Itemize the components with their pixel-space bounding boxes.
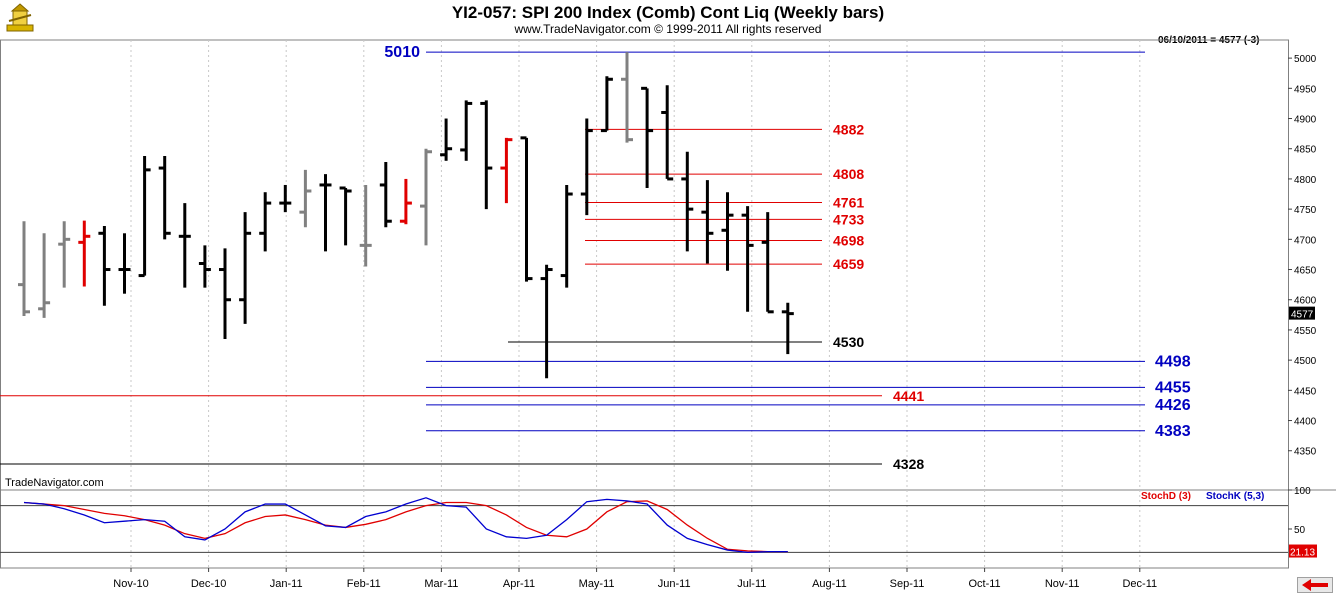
scroll-back-arrow-icon[interactable] [1297,577,1333,593]
x-tick-label: Feb-11 [347,578,381,590]
stoch-y-tick-label: 100 [1294,486,1311,497]
last-price-box [1289,306,1315,320]
legend-stochd: StochD (3) [1141,491,1191,502]
level-label-4659: 4659 [833,256,864,272]
level-label-4761: 4761 [833,194,864,210]
y-tick-label: 4650 [1294,266,1317,277]
y-tick-label: 4800 [1294,175,1317,186]
plot-frame [0,39,1289,569]
trade-navigator-logo-icon[interactable] [4,3,36,35]
x-tick-label: Jan-11 [270,578,303,590]
stoch-series-line [23,497,788,554]
y-tick-label: 5000 [1294,54,1317,65]
level-label-4733: 4733 [833,211,864,227]
level-label-4530: 4530 [833,334,864,350]
y-tick-label: 4900 [1294,115,1317,126]
stoch-last-box [1289,544,1317,558]
x-tick-label: May-11 [579,578,615,590]
x-tick-label: Jul-11 [737,578,766,590]
y-tick-label: 4850 [1294,145,1317,156]
y-tick-label: 4400 [1294,417,1317,428]
x-tick-label: Nov-11 [1045,578,1080,590]
level-label-4328: 4328 [893,456,924,472]
y-tick-label: 4950 [1294,84,1317,95]
x-tick-label: Oct-11 [968,578,1000,590]
y-tick-label: 4450 [1294,386,1317,397]
x-tick-label: Apr-11 [503,578,535,590]
x-tick-label: Dec-10 [191,578,226,590]
level-label-4426: 4426 [1155,397,1191,414]
level-label-4498: 4498 [1155,353,1191,370]
x-tick-label: Mar-11 [424,578,458,590]
level-label-4808: 4808 [833,166,864,182]
y-tick-label: 4500 [1294,356,1317,367]
y-tick-label: 4700 [1294,235,1317,246]
stoch-last-label: 21.13 [1290,548,1315,559]
x-tick-label: Aug-11 [812,578,847,590]
y-tick-label: 4350 [1294,447,1317,458]
level-label-4441: 4441 [893,388,924,404]
level-label-4455: 4455 [1155,379,1191,396]
level-label-4698: 4698 [833,233,864,249]
stoch-series-line [23,500,788,553]
level-label-5010: 5010 [384,44,420,61]
level-label-4882: 4882 [833,121,864,137]
last-price-label: 4577 [1291,310,1314,321]
copyright-text: www.TradeNavigator.com © 1999-2011 All r… [514,22,822,36]
y-tick-label: 4600 [1294,296,1317,307]
watermark: TradeNavigator.com [5,477,104,489]
chart-title: YI2-057: SPI 200 Index (Comb) Cont Liq (… [451,3,885,22]
level-label-4383: 4383 [1155,423,1191,440]
x-tick-label: Sep-11 [890,578,925,590]
x-tick-label: Nov-10 [113,578,148,590]
y-tick-label: 4550 [1294,326,1317,337]
legend-stochk: StochK (5,3) [1206,491,1265,502]
x-tick-label: Dec-11 [1122,578,1157,590]
stoch-y-tick-label: 50 [1294,525,1306,536]
y-tick-label: 4750 [1294,205,1317,216]
x-tick-label: Jun-11 [658,578,691,590]
